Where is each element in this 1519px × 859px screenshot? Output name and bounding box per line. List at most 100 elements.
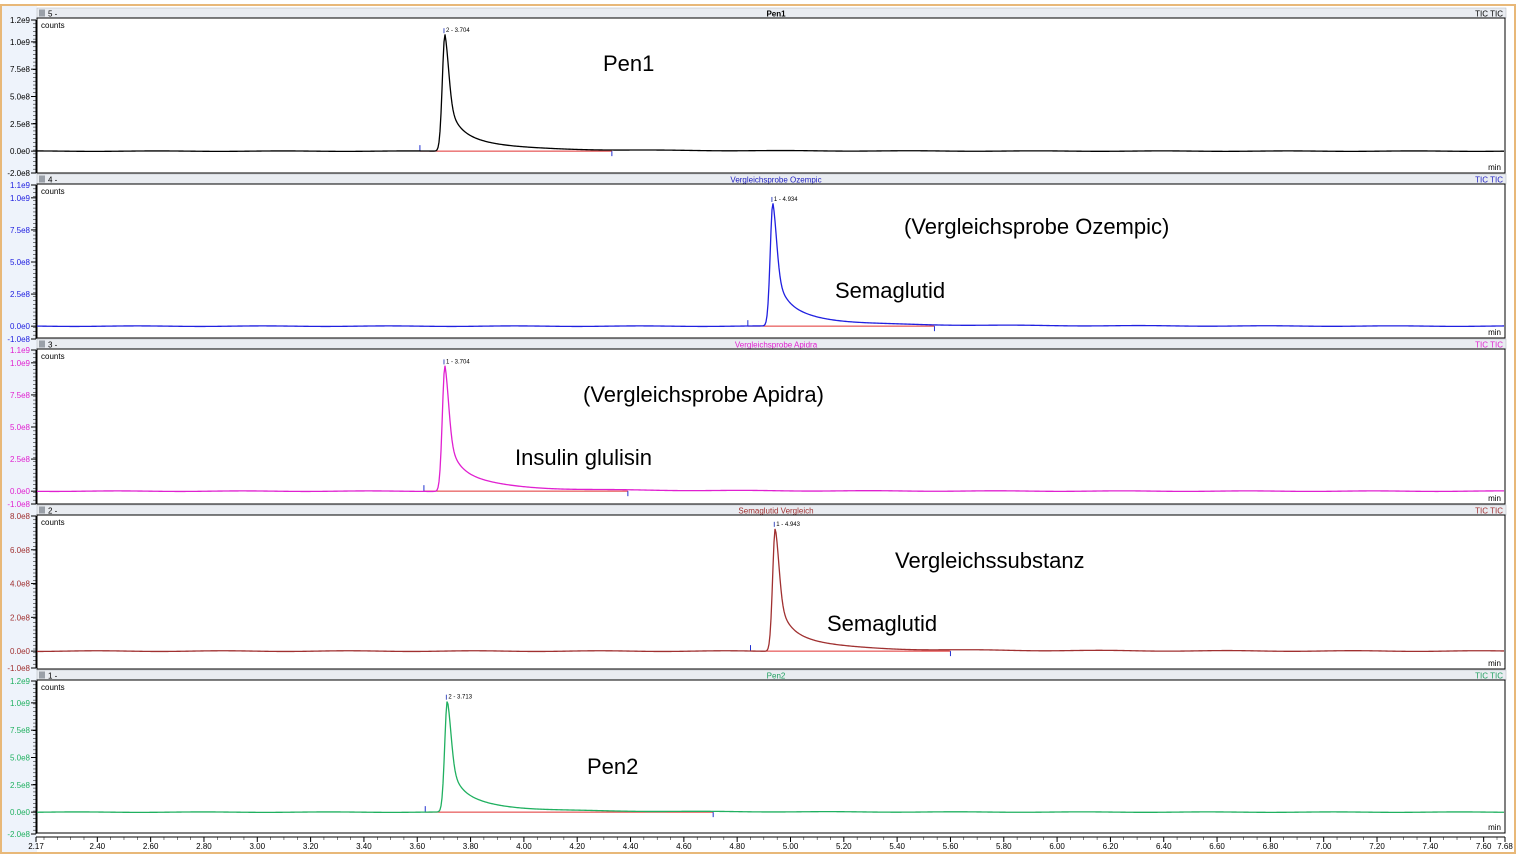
- y-tick-label: 0.0e0: [10, 147, 31, 156]
- x-tick-label: 4.20: [569, 842, 585, 851]
- trace-line: [36, 528, 1505, 653]
- plot-frame: [36, 514, 1506, 670]
- y-tick-label: 0.0e0: [10, 322, 31, 331]
- panel-menu-icon: [39, 506, 45, 514]
- x-tick-label: 3.80: [463, 842, 479, 851]
- y-tick-label: -1.0e8: [7, 335, 30, 344]
- annotation-text: Vergleichssubstanz: [895, 548, 1085, 573]
- y-tick-label: 0.0e0: [10, 647, 31, 656]
- panel-menu-icon: [39, 671, 45, 679]
- y-tick-label: 1.0e9: [10, 699, 31, 708]
- y-tick-label: 1.2e9: [10, 16, 31, 25]
- panel-index: 5 -: [48, 10, 58, 19]
- x-unit-label: min: [1488, 328, 1501, 337]
- trace-line: [36, 34, 1505, 153]
- y-tick-label: 1.1e9: [10, 346, 31, 355]
- panel-index: 1 -: [48, 672, 58, 681]
- y-tick-label: 4.0e8: [10, 580, 31, 589]
- y-tick-label: 6.0e8: [10, 546, 31, 555]
- annotation-text: Semaglutid: [835, 278, 945, 303]
- x-tick-label: 3.40: [356, 842, 372, 851]
- panel-title: Pen2: [767, 672, 786, 681]
- y-tick-label: -2.0e8: [7, 830, 30, 839]
- y-unit-label: counts: [41, 21, 65, 30]
- plot-frame: [36, 679, 1506, 834]
- peak-label: 1 - 4.934: [774, 197, 798, 203]
- x-tick-label: 2.40: [90, 842, 106, 851]
- x-tick-label: 3.20: [303, 842, 319, 851]
- x-tick-label: 5.20: [836, 842, 852, 851]
- x-tick-label: 6.20: [1103, 842, 1119, 851]
- panel-4: 2 - Semaglutid Vergleich TIC TIC counts min 8…: [7, 504, 1507, 673]
- panel-index: 4 -: [48, 176, 58, 185]
- plot-frame: [36, 183, 1506, 339]
- y-tick-label: 2.5e8: [10, 290, 31, 299]
- y-tick-label: 2.5e8: [10, 455, 31, 464]
- panel-index: 2 -: [48, 507, 58, 516]
- y-tick-label: 2.5e8: [10, 120, 31, 129]
- y-tick-label: 0.0e0: [10, 808, 31, 817]
- x-axis: 2.17 2.40 2.60 2.80 3.00 3.20 3.40 3.60 3.80 4.00…: [28, 836, 1513, 851]
- panel-1: 5 - Pen1 TIC TIC counts min 1.2e9 1.0e9 7.5e8 5.…: [7, 7, 1507, 178]
- x-unit-label: min: [1488, 823, 1501, 832]
- x-unit-label: min: [1488, 659, 1501, 668]
- x-tick-label: 7.68: [1497, 842, 1513, 851]
- annotation-text: Semaglutid: [827, 611, 937, 636]
- peak-label: 2 - 3.704: [446, 28, 470, 34]
- y-tick-label: 5.0e8: [10, 93, 31, 102]
- y-tick-label: 5.0e8: [10, 423, 31, 432]
- y-tick-label: 1.0e9: [10, 38, 31, 47]
- x-tick-label: 3.00: [249, 842, 265, 851]
- y-tick-label: 2.0e8: [10, 613, 31, 622]
- trace-type-label: TIC TIC: [1475, 176, 1503, 185]
- x-tick-label: 2.80: [196, 842, 212, 851]
- trace-type-label: TIC TIC: [1475, 341, 1503, 350]
- x-tick-label: 6.80: [1263, 842, 1279, 851]
- y-unit-label: counts: [41, 683, 65, 692]
- x-tick-label: 4.60: [676, 842, 692, 851]
- annotation-text: Pen1: [603, 51, 654, 76]
- panel-menu-icon: [39, 9, 45, 17]
- trace-line: [36, 365, 1504, 493]
- panel-title: Vergleichsprobe Apidra: [735, 341, 818, 350]
- peak-label: 1 - 3.704: [446, 359, 470, 365]
- y-tick-label: 1.1e9: [10, 181, 31, 190]
- trace-line: [36, 203, 1505, 328]
- x-tick-label: 5.60: [943, 842, 959, 851]
- panel-menu-icon: [39, 175, 45, 183]
- y-axis-area: [1, 5, 37, 853]
- panel-3: 3 - Vergleichsprobe Apidra TIC TIC counts mi…: [7, 338, 1507, 509]
- x-tick-label: 7.00: [1316, 842, 1332, 851]
- x-tick-label: 7.60: [1476, 842, 1492, 851]
- trace-line: [36, 701, 1505, 814]
- trace-type-label: TIC TIC: [1475, 10, 1503, 19]
- y-tick-label: 7.5e8: [10, 226, 31, 235]
- y-tick-label: 1.0e9: [10, 194, 31, 203]
- x-tick-label: 4.40: [623, 842, 639, 851]
- y-unit-label: counts: [41, 518, 65, 527]
- panel-2: 4 - Vergleichsprobe Ozempic TIC TIC counts m…: [7, 173, 1507, 344]
- y-tick-label: 7.5e8: [10, 65, 31, 74]
- x-unit-label: min: [1488, 494, 1501, 503]
- x-tick-label: 6.00: [1049, 842, 1065, 851]
- y-tick-label: 7.5e8: [10, 391, 31, 400]
- x-tick-label: 5.40: [889, 842, 905, 851]
- y-tick-label: 5.0e8: [10, 754, 31, 763]
- annotation-text: (Vergleichsprobe Ozempic): [904, 214, 1169, 239]
- x-tick-label: 2.17: [28, 842, 44, 851]
- x-tick-label: 7.20: [1369, 842, 1385, 851]
- peak-label: 2 - 3.713: [448, 695, 472, 701]
- y-tick-label: 0.0e0: [10, 487, 31, 496]
- x-unit-label: min: [1488, 163, 1501, 172]
- y-tick-label: 5.0e8: [10, 258, 31, 267]
- x-tick-label: 6.60: [1209, 842, 1225, 851]
- y-unit-label: counts: [41, 352, 65, 361]
- y-tick-label: -2.0e8: [7, 169, 30, 178]
- annotation-text: (Vergleichsprobe Apidra): [583, 382, 824, 407]
- peak-label: 1 - 4.943: [776, 522, 800, 528]
- trace-type-label: TIC TIC: [1475, 672, 1503, 681]
- x-tick-label: 7.40: [1423, 842, 1439, 851]
- plot-frame: [36, 348, 1506, 505]
- y-tick-label: -1.0e8: [7, 500, 30, 509]
